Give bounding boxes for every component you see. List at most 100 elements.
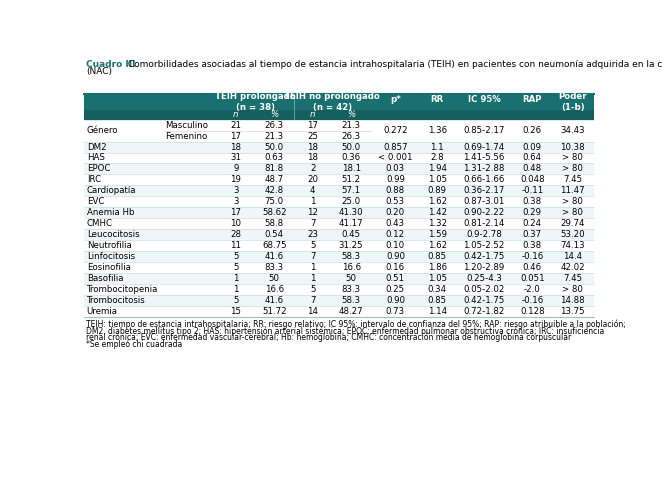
Text: 1.32: 1.32 <box>428 219 447 228</box>
Text: TEIH: tiempo de estancia intrahospitalaria; RR: riesgo relativo; IC 95%: interva: TEIH: tiempo de estancia intrahospitalar… <box>86 320 626 329</box>
Text: 50.0: 50.0 <box>265 143 284 152</box>
Text: 23: 23 <box>307 230 318 239</box>
Text: 50.0: 50.0 <box>342 143 361 152</box>
Text: 0.69-1.74: 0.69-1.74 <box>463 143 504 152</box>
Text: 0.09: 0.09 <box>523 143 542 152</box>
Text: 5: 5 <box>233 263 239 272</box>
Bar <box>84 185 594 196</box>
Text: 26.3: 26.3 <box>342 132 361 141</box>
Text: 0.85: 0.85 <box>428 252 447 261</box>
Text: 28: 28 <box>230 230 242 239</box>
Text: DM2. diabetes mellitus tipo 2; HAS: hipertensión arterial sistémica; EPOC: enfer: DM2. diabetes mellitus tipo 2; HAS: hipe… <box>86 326 604 335</box>
Text: 0.03: 0.03 <box>386 165 405 173</box>
Text: 0.26: 0.26 <box>523 126 542 135</box>
Text: 53.20: 53.20 <box>560 230 585 239</box>
Text: 3: 3 <box>233 197 239 206</box>
Bar <box>84 229 594 240</box>
Text: 18: 18 <box>307 154 318 163</box>
Text: 15: 15 <box>230 307 242 316</box>
Text: > 80: > 80 <box>562 208 583 217</box>
Text: 1.42: 1.42 <box>428 208 447 217</box>
Text: 0.857: 0.857 <box>383 143 408 152</box>
Text: 1.31-2.88: 1.31-2.88 <box>463 165 504 173</box>
Text: 50: 50 <box>269 274 280 283</box>
Text: Linfocitosis: Linfocitosis <box>87 252 135 261</box>
Text: 0.63: 0.63 <box>265 154 284 163</box>
Text: 1.94: 1.94 <box>428 165 447 173</box>
Text: 0.88: 0.88 <box>386 186 405 195</box>
Text: 68.75: 68.75 <box>262 241 287 250</box>
Text: 5: 5 <box>233 296 239 305</box>
Text: 4: 4 <box>310 186 316 195</box>
Text: 0.85-2.17: 0.85-2.17 <box>463 126 504 135</box>
Text: 21.3: 21.3 <box>342 121 361 130</box>
Text: 14.88: 14.88 <box>560 296 585 305</box>
Text: 0.38: 0.38 <box>523 241 542 250</box>
Text: 0.54: 0.54 <box>265 230 284 239</box>
Text: RR: RR <box>430 95 444 104</box>
Text: 7.45: 7.45 <box>563 175 582 184</box>
Text: 0.43: 0.43 <box>386 219 405 228</box>
Text: Cuadro III: Cuadro III <box>86 61 135 70</box>
Text: 12: 12 <box>307 208 318 217</box>
Text: 1.14: 1.14 <box>428 307 447 316</box>
Text: p*: p* <box>390 95 401 104</box>
Text: EPOC: EPOC <box>87 165 110 173</box>
Text: Neutrofilia: Neutrofilia <box>87 241 131 250</box>
Text: 58.8: 58.8 <box>265 219 284 228</box>
Text: 31: 31 <box>230 154 242 163</box>
Text: 81.8: 81.8 <box>265 165 284 173</box>
Text: 0.81-2.14: 0.81-2.14 <box>463 219 504 228</box>
Text: 0.29: 0.29 <box>523 208 542 217</box>
Text: -0.16: -0.16 <box>521 296 544 305</box>
Text: 48.7: 48.7 <box>265 175 284 184</box>
Text: 34.43: 34.43 <box>560 126 585 135</box>
Text: 17: 17 <box>307 121 318 130</box>
Text: 0.272: 0.272 <box>383 126 408 135</box>
Bar <box>84 240 594 251</box>
Text: 9: 9 <box>233 165 238 173</box>
Text: Género: Género <box>87 126 118 135</box>
Text: Basofilia: Basofilia <box>87 274 123 283</box>
Text: 11.47: 11.47 <box>560 186 585 195</box>
Text: 0.51: 0.51 <box>386 274 405 283</box>
Text: Eosinofilia: Eosinofilia <box>87 263 130 272</box>
Text: *Se empleó chi cuadrada: *Se empleó chi cuadrada <box>86 339 182 349</box>
Text: 41.6: 41.6 <box>265 252 284 261</box>
Text: 0.90: 0.90 <box>386 296 405 305</box>
Text: 0.42-1.75: 0.42-1.75 <box>463 296 504 305</box>
Text: RAP: RAP <box>522 95 542 104</box>
Text: 7: 7 <box>310 252 316 261</box>
Text: 1.62: 1.62 <box>428 241 447 250</box>
Text: 1.1: 1.1 <box>430 143 444 152</box>
Text: 1: 1 <box>310 263 316 272</box>
Bar <box>84 196 594 207</box>
Text: n: n <box>233 110 239 119</box>
Text: 0.25: 0.25 <box>386 285 405 294</box>
Text: 17: 17 <box>230 208 242 217</box>
Text: Femenino: Femenino <box>166 132 208 141</box>
Text: 1.05: 1.05 <box>428 274 447 283</box>
Bar <box>84 273 594 284</box>
Text: 51.2: 51.2 <box>342 175 361 184</box>
Text: Masculino: Masculino <box>166 121 209 130</box>
Bar <box>84 142 594 153</box>
Text: Trombocitopenia: Trombocitopenia <box>87 285 158 294</box>
Text: 2.8: 2.8 <box>430 154 444 163</box>
Text: 18.1: 18.1 <box>342 165 361 173</box>
Text: 1.59: 1.59 <box>428 230 447 239</box>
Bar <box>84 284 594 295</box>
Text: 17: 17 <box>230 132 242 141</box>
Text: 0.24: 0.24 <box>523 219 542 228</box>
Text: 0.128: 0.128 <box>520 307 545 316</box>
Text: 0.89: 0.89 <box>428 186 447 195</box>
Text: 0.73: 0.73 <box>386 307 405 316</box>
Text: 0.05-2.02: 0.05-2.02 <box>463 285 504 294</box>
Text: 0.87-3.01: 0.87-3.01 <box>463 197 504 206</box>
Text: 0.16: 0.16 <box>386 263 405 272</box>
Text: 0.34: 0.34 <box>428 285 447 294</box>
Text: 1.05: 1.05 <box>428 175 447 184</box>
Text: 29.74: 29.74 <box>560 219 585 228</box>
Bar <box>84 306 594 317</box>
Text: 1: 1 <box>310 197 316 206</box>
